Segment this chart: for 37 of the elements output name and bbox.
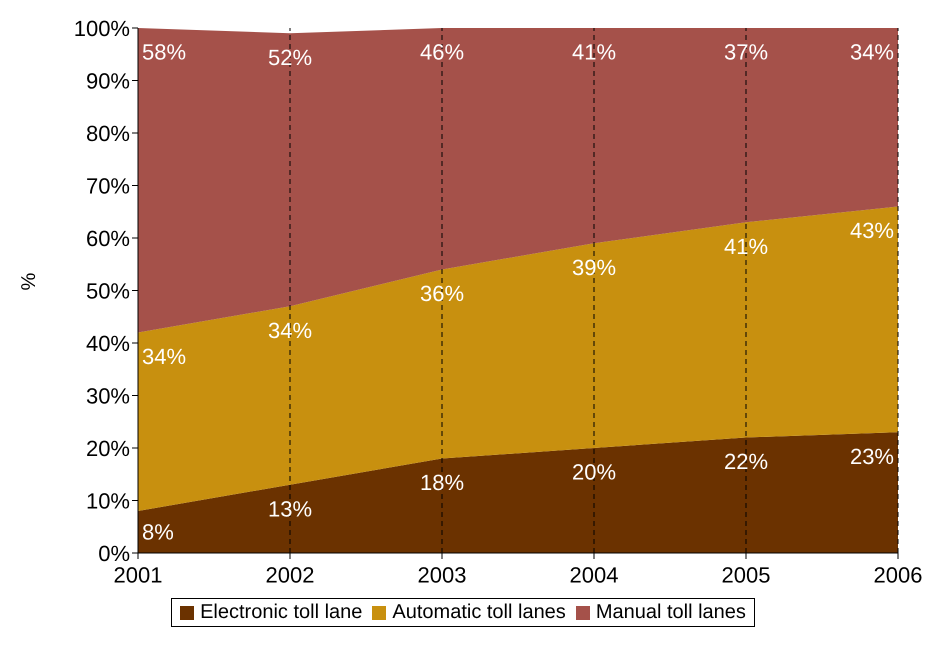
data-label: 18%	[420, 470, 464, 495]
data-label: 37%	[724, 40, 768, 64]
legend-label: Manual toll lanes	[594, 601, 746, 624]
y-tick-label: 90%	[86, 68, 130, 94]
x-tick-label: 2005	[722, 562, 770, 588]
data-label: 34%	[268, 318, 312, 343]
data-label: 52%	[268, 44, 312, 70]
data-label: 58%	[142, 40, 186, 64]
data-label: 34%	[850, 40, 894, 64]
data-label: 23%	[850, 444, 894, 469]
y-tick-label: 70%	[86, 173, 130, 198]
x-tick-label: 2003	[418, 562, 466, 588]
data-label: 39%	[572, 254, 616, 280]
legend-label: Electronic toll lane	[199, 601, 362, 624]
data-label: 22%	[724, 449, 768, 474]
y-tick-label: 10%	[86, 488, 130, 514]
data-label: 36%	[420, 281, 464, 306]
data-label: 8%	[142, 520, 174, 544]
y-tick-label: 80%	[86, 120, 130, 146]
data-label: 34%	[142, 344, 186, 369]
y-tick-label: 50%	[86, 278, 130, 304]
data-label: 46%	[420, 40, 464, 64]
x-tick-label: 2002	[266, 562, 314, 588]
legend-label: Automatic toll lanes	[391, 601, 566, 624]
data-label: 43%	[850, 218, 894, 243]
y-axis-title: %	[18, 272, 40, 290]
data-label: 13%	[268, 496, 312, 522]
y-tick-label: 60%	[86, 226, 130, 251]
y-tick-label: 100%	[74, 16, 130, 41]
x-tick-label: 2006	[874, 562, 922, 588]
data-label: 41%	[724, 234, 768, 259]
data-label: 41%	[572, 40, 616, 64]
y-tick-label: 20%	[86, 436, 130, 461]
y-tick-label: 40%	[86, 330, 130, 356]
data-label: 20%	[572, 460, 616, 484]
x-tick-label: 2004	[570, 562, 618, 588]
y-tick-label: 30%	[86, 383, 130, 408]
